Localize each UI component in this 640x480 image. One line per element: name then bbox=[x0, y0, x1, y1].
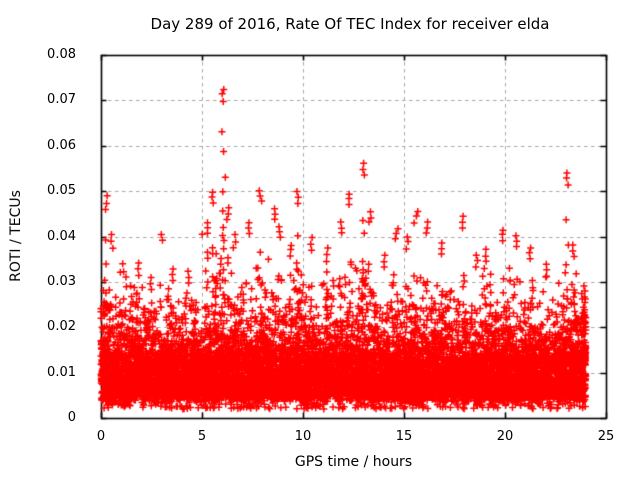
chart-title: Day 289 of 2016, Rate Of TEC Index for r… bbox=[150, 15, 550, 33]
x-tick-label: 10 bbox=[294, 429, 312, 444]
y-tick-label: 0.07 bbox=[47, 92, 76, 108]
x-axis-label: GPS time / hours bbox=[294, 454, 413, 470]
y-tick-label: 0.02 bbox=[47, 319, 76, 335]
x-tick-label: 25 bbox=[597, 429, 615, 444]
x-tick-label: 20 bbox=[496, 429, 514, 444]
y-tick-label: 0.06 bbox=[47, 137, 76, 153]
y-tick-label: 0.05 bbox=[47, 183, 76, 199]
x-tick-label: 5 bbox=[197, 429, 207, 444]
y-tick-label: 0.03 bbox=[47, 273, 76, 289]
x-tick-label: 15 bbox=[395, 429, 413, 444]
y-tick-label: 0.01 bbox=[47, 364, 76, 380]
y-tick-label: 0 bbox=[67, 410, 76, 425]
y-tick-label: 0.08 bbox=[47, 47, 76, 62]
x-tick-label: 0 bbox=[96, 429, 106, 444]
y-tick-label: 0.04 bbox=[47, 228, 76, 244]
